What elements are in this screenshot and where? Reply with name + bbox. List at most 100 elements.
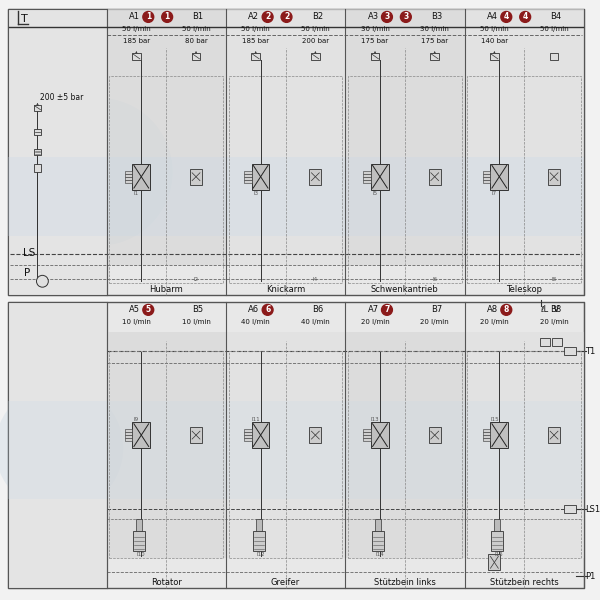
Bar	[345, 332, 464, 559]
Text: I13: I13	[371, 417, 379, 422]
Text: LS: LS	[23, 248, 36, 257]
Bar	[125, 177, 133, 179]
Text: LS1: LS1	[585, 505, 600, 514]
Bar	[552, 338, 562, 346]
Text: 3: 3	[403, 13, 409, 22]
Text: I4: I4	[313, 277, 318, 282]
Bar	[348, 351, 461, 559]
Text: I16: I16	[495, 552, 503, 557]
Bar	[348, 76, 461, 283]
Text: 3: 3	[385, 13, 389, 22]
Circle shape	[262, 11, 273, 22]
Circle shape	[0, 384, 123, 512]
Text: I12: I12	[256, 552, 265, 557]
Text: 7: 7	[384, 305, 389, 314]
Bar	[136, 519, 142, 531]
Bar	[548, 427, 560, 443]
Text: 40 l/min: 40 l/min	[301, 319, 330, 325]
Text: B5: B5	[193, 305, 203, 314]
Circle shape	[25, 98, 173, 246]
Bar	[371, 164, 389, 190]
Bar	[310, 169, 321, 185]
Text: Stützbein rechts: Stützbein rechts	[490, 578, 559, 587]
Text: 200 bar: 200 bar	[302, 38, 329, 44]
Text: Teleskop: Teleskop	[506, 284, 542, 293]
Bar	[132, 53, 141, 60]
Bar	[482, 430, 490, 432]
Text: B1: B1	[193, 13, 203, 22]
Text: A5: A5	[129, 305, 140, 314]
Text: ℓL  V: ℓL V	[540, 305, 559, 314]
Text: I11: I11	[251, 417, 260, 422]
Bar	[363, 433, 371, 435]
Bar	[244, 174, 252, 177]
Text: 50 l/min: 50 l/min	[122, 26, 151, 32]
Bar	[564, 347, 576, 355]
Bar	[372, 531, 384, 551]
Bar	[375, 519, 381, 531]
Text: 200 ±5 bar: 200 ±5 bar	[40, 94, 84, 103]
Bar	[8, 401, 584, 499]
Bar	[244, 430, 252, 432]
Text: A8: A8	[487, 305, 498, 314]
Text: P: P	[25, 268, 31, 278]
Text: 4: 4	[503, 13, 509, 22]
Text: A7: A7	[367, 305, 379, 314]
Bar	[244, 438, 252, 441]
Circle shape	[382, 304, 392, 315]
Text: 8: 8	[503, 305, 509, 314]
Bar	[488, 554, 500, 570]
Bar	[550, 53, 558, 60]
Circle shape	[382, 11, 392, 22]
Bar	[429, 169, 440, 185]
Circle shape	[400, 11, 411, 22]
Bar	[226, 332, 345, 559]
Bar	[226, 9, 345, 265]
Text: B7: B7	[431, 305, 442, 314]
Circle shape	[162, 11, 173, 22]
Bar	[8, 157, 584, 236]
Bar	[252, 422, 269, 448]
Text: A4: A4	[487, 13, 498, 22]
Text: I7: I7	[492, 191, 497, 196]
Text: 175 bar: 175 bar	[421, 38, 448, 44]
Text: 30 l/min: 30 l/min	[361, 26, 389, 32]
Bar	[564, 505, 576, 513]
Bar	[548, 169, 560, 185]
Text: 50 l/min: 50 l/min	[241, 26, 270, 32]
Bar	[229, 351, 342, 559]
Text: I9: I9	[134, 417, 139, 422]
Text: T1: T1	[585, 347, 595, 356]
Bar	[125, 171, 133, 174]
Bar	[252, 164, 269, 190]
Bar	[494, 519, 500, 531]
Circle shape	[143, 304, 154, 315]
Bar	[371, 422, 389, 448]
Circle shape	[520, 11, 530, 22]
Bar	[125, 430, 133, 432]
Text: 1: 1	[146, 13, 151, 22]
Bar	[311, 53, 320, 60]
Text: A6: A6	[248, 305, 259, 314]
Text: 10 l/min: 10 l/min	[122, 319, 151, 325]
Text: 80 bar: 80 bar	[185, 38, 208, 44]
Bar	[244, 180, 252, 182]
Bar	[191, 53, 200, 60]
Text: Knickarm: Knickarm	[266, 284, 305, 293]
Bar	[430, 53, 439, 60]
Text: 50 l/min: 50 l/min	[182, 26, 211, 32]
Text: B2: B2	[312, 13, 323, 22]
Bar	[467, 76, 581, 283]
Bar	[490, 422, 508, 448]
Text: I2: I2	[193, 277, 199, 282]
Text: 5: 5	[146, 305, 151, 314]
Bar	[107, 332, 226, 559]
Bar	[363, 171, 371, 174]
Bar	[244, 171, 252, 174]
Bar	[107, 9, 226, 265]
Bar	[464, 9, 584, 265]
Text: I3: I3	[253, 191, 258, 196]
Bar	[244, 177, 252, 179]
Bar	[8, 302, 107, 588]
Bar	[125, 180, 133, 182]
